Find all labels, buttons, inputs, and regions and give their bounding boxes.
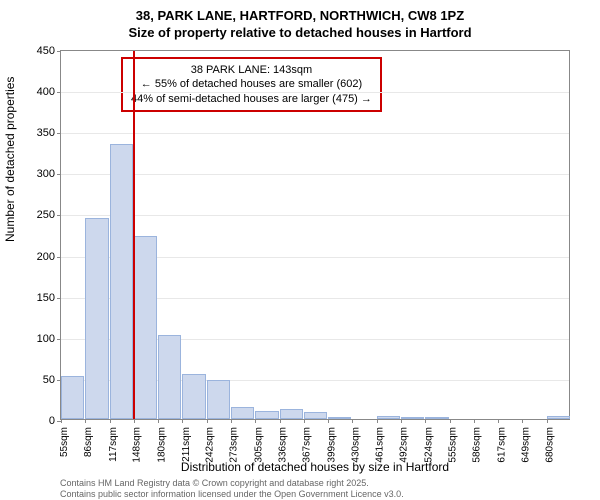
x-tick-label: 55sqm [59,421,70,457]
x-tick-label: 586sqm [472,421,483,463]
x-tick-label: 148sqm [132,421,143,463]
gridline [61,215,569,216]
histogram-bar [207,380,230,419]
y-tick-label: 300 [37,168,61,180]
histogram-bar [425,417,448,419]
histogram-bar [304,412,327,419]
footer-attribution: Contains HM Land Registry data © Crown c… [60,478,404,500]
gridline [61,133,569,134]
x-tick-label: 430sqm [350,421,361,463]
gridline [61,92,569,93]
x-tick-label: 86sqm [83,421,94,457]
x-tick-label: 492sqm [399,421,410,463]
annotation-property: 38 PARK LANE: 143sqm [131,63,372,77]
y-tick-label: 400 [37,86,61,98]
x-tick-label: 461sqm [375,421,386,463]
annotation-larger: 44% of semi-detached houses are larger (… [131,92,372,106]
chart-title-description: Size of property relative to detached ho… [0,23,600,40]
x-tick-label: 305sqm [253,421,264,463]
x-axis-label: Distribution of detached houses by size … [60,460,570,474]
gridline [61,174,569,175]
histogram-bar [280,409,303,419]
x-tick-label: 242sqm [205,421,216,463]
histogram-bar [110,144,133,419]
histogram-bar [401,417,424,419]
histogram-bar [85,218,108,419]
y-tick-label: 150 [37,292,61,304]
histogram-bar [377,416,400,419]
histogram-bar [61,376,84,419]
x-tick-label: 117sqm [108,421,119,462]
x-tick-label: 617sqm [496,421,507,463]
x-tick-label: 555sqm [448,421,459,463]
x-tick-label: 336sqm [278,421,289,463]
histogram-bar [547,416,570,419]
x-tick-label: 180sqm [156,421,167,463]
y-axis-label: Number of detached properties [3,77,17,242]
x-tick-label: 680sqm [545,421,556,463]
y-tick-label: 450 [37,45,61,57]
y-tick-label: 50 [43,374,61,386]
property-marker-line [133,51,135,419]
annotation-smaller: ← 55% of detached houses are smaller (60… [131,77,372,91]
x-tick-label: 524sqm [423,421,434,463]
footer-line2: Contains public sector information licen… [60,489,404,500]
x-tick-label: 273sqm [229,421,240,463]
chart-title-address: 38, PARK LANE, HARTFORD, NORTHWICH, CW8 … [0,0,600,23]
plot-area: 38 PARK LANE: 143sqm ← 55% of detached h… [60,50,570,420]
y-tick-label: 350 [37,127,61,139]
x-tick-label: 399sqm [326,421,337,463]
y-tick-label: 200 [37,251,61,263]
histogram-bar [182,374,205,419]
x-tick-label: 211sqm [180,421,191,462]
annotation-box: 38 PARK LANE: 143sqm ← 55% of detached h… [121,57,382,112]
footer-line1: Contains HM Land Registry data © Crown c… [60,478,404,489]
histogram-bar [328,417,351,419]
y-tick-label: 250 [37,209,61,221]
x-tick-label: 649sqm [520,421,531,463]
x-tick-label: 367sqm [302,421,313,463]
y-tick-label: 100 [37,333,61,345]
histogram-bar [231,407,254,419]
histogram-bar [255,411,278,419]
property-histogram-chart: 38, PARK LANE, HARTFORD, NORTHWICH, CW8 … [0,0,600,500]
histogram-bar [158,335,181,419]
histogram-bar [134,236,157,419]
